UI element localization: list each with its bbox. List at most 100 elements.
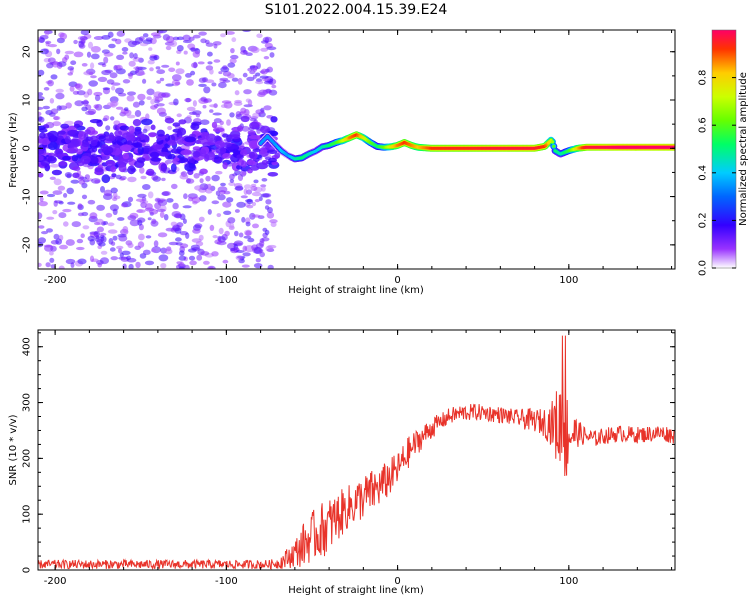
noise-blob (260, 184, 267, 188)
band-blob (141, 118, 153, 126)
band-blob (64, 135, 71, 144)
band-blob (247, 168, 253, 174)
noise-blob (107, 31, 114, 38)
band-blob (213, 156, 223, 164)
noise-blob (139, 43, 148, 47)
noise-blob (89, 212, 98, 220)
noise-blob (135, 198, 145, 202)
noise-blob (47, 79, 54, 87)
noise-blob (73, 51, 84, 58)
band-blob (267, 149, 278, 154)
noise-blob (115, 174, 122, 180)
band-blob (231, 126, 242, 132)
band-blob (72, 166, 81, 172)
noise-blob (251, 201, 257, 207)
band-blob (71, 154, 79, 162)
band-blob (177, 127, 187, 136)
noise-blob (170, 221, 178, 227)
noise-blob (126, 257, 137, 263)
noise-blob (215, 170, 223, 175)
band-blob (178, 119, 187, 125)
band-blob (128, 125, 135, 134)
noise-blob (105, 125, 111, 131)
y-tick-label: 200 (22, 449, 33, 468)
noise-blob (59, 244, 68, 250)
noise-blob (183, 193, 188, 200)
noise-blob (66, 187, 74, 195)
band-blob (149, 151, 160, 159)
noise-blob (209, 68, 214, 75)
band-blob (214, 140, 226, 148)
noise-blob (174, 81, 181, 86)
noise-blob (112, 235, 118, 241)
noise-blob (49, 257, 55, 263)
noise-blob (147, 59, 155, 65)
band-blob (84, 129, 92, 135)
noise-blob (104, 69, 113, 74)
noise-blob (178, 255, 187, 261)
noise-blob (266, 211, 275, 219)
noise-blob (127, 215, 137, 221)
noise-blob (128, 60, 136, 67)
noise-blob (211, 200, 220, 205)
noise-blob (229, 222, 235, 229)
noise-blob (255, 72, 261, 77)
noise-blob (111, 100, 119, 107)
noise-blob (46, 216, 55, 220)
noise-blob (262, 227, 268, 232)
noise-blob (263, 105, 272, 111)
noise-blob (70, 179, 80, 184)
noise-blob (253, 263, 263, 269)
noise-blob (265, 245, 274, 252)
band-blob (60, 123, 70, 129)
band-blob (249, 121, 260, 130)
signal-mark (550, 140, 555, 144)
noise-blob (138, 233, 145, 241)
noise-blob (88, 80, 98, 87)
band-blob (173, 157, 180, 162)
noise-blob (212, 235, 218, 239)
noise-blob (214, 239, 222, 245)
band-blob (248, 134, 261, 140)
noise-blob (67, 66, 75, 71)
noise-blob (198, 31, 207, 36)
noise-blob (227, 217, 236, 224)
noise-blob (93, 104, 99, 109)
band-blob (38, 172, 44, 178)
noise-blob (227, 242, 236, 250)
noise-blob (116, 30, 126, 37)
noise-blob (178, 266, 185, 269)
noise-blob (52, 210, 58, 215)
noise-blob (151, 218, 157, 224)
noise-blob (40, 48, 49, 55)
noise-blob (164, 248, 173, 255)
band-blob (119, 125, 130, 131)
noise-blob (127, 242, 134, 248)
band-blob (241, 160, 247, 168)
x-tick-label: 0 (394, 275, 400, 286)
noise-blob (194, 185, 203, 191)
noise-blob (82, 225, 90, 230)
band-blob (268, 157, 277, 163)
band-blob (105, 160, 116, 167)
noise-blob (254, 199, 260, 203)
band-blob (236, 154, 244, 160)
noise-blob (154, 197, 161, 203)
band-blob (56, 153, 64, 159)
noise-blob (107, 229, 118, 234)
noise-blob (253, 179, 259, 184)
noise-blob (80, 233, 85, 238)
noise-blob (100, 250, 108, 255)
noise-blob (165, 227, 175, 232)
noise-blob (205, 79, 215, 83)
noise-blob (52, 190, 63, 196)
noise-blob (57, 61, 67, 67)
noise-blob (93, 91, 103, 97)
noise-blob (150, 248, 157, 253)
band-blob (211, 121, 218, 129)
noise-blob (118, 248, 122, 254)
noise-blob (186, 115, 192, 119)
band-blob (199, 168, 208, 175)
noise-blob (87, 88, 93, 96)
noise-blob (172, 202, 179, 210)
